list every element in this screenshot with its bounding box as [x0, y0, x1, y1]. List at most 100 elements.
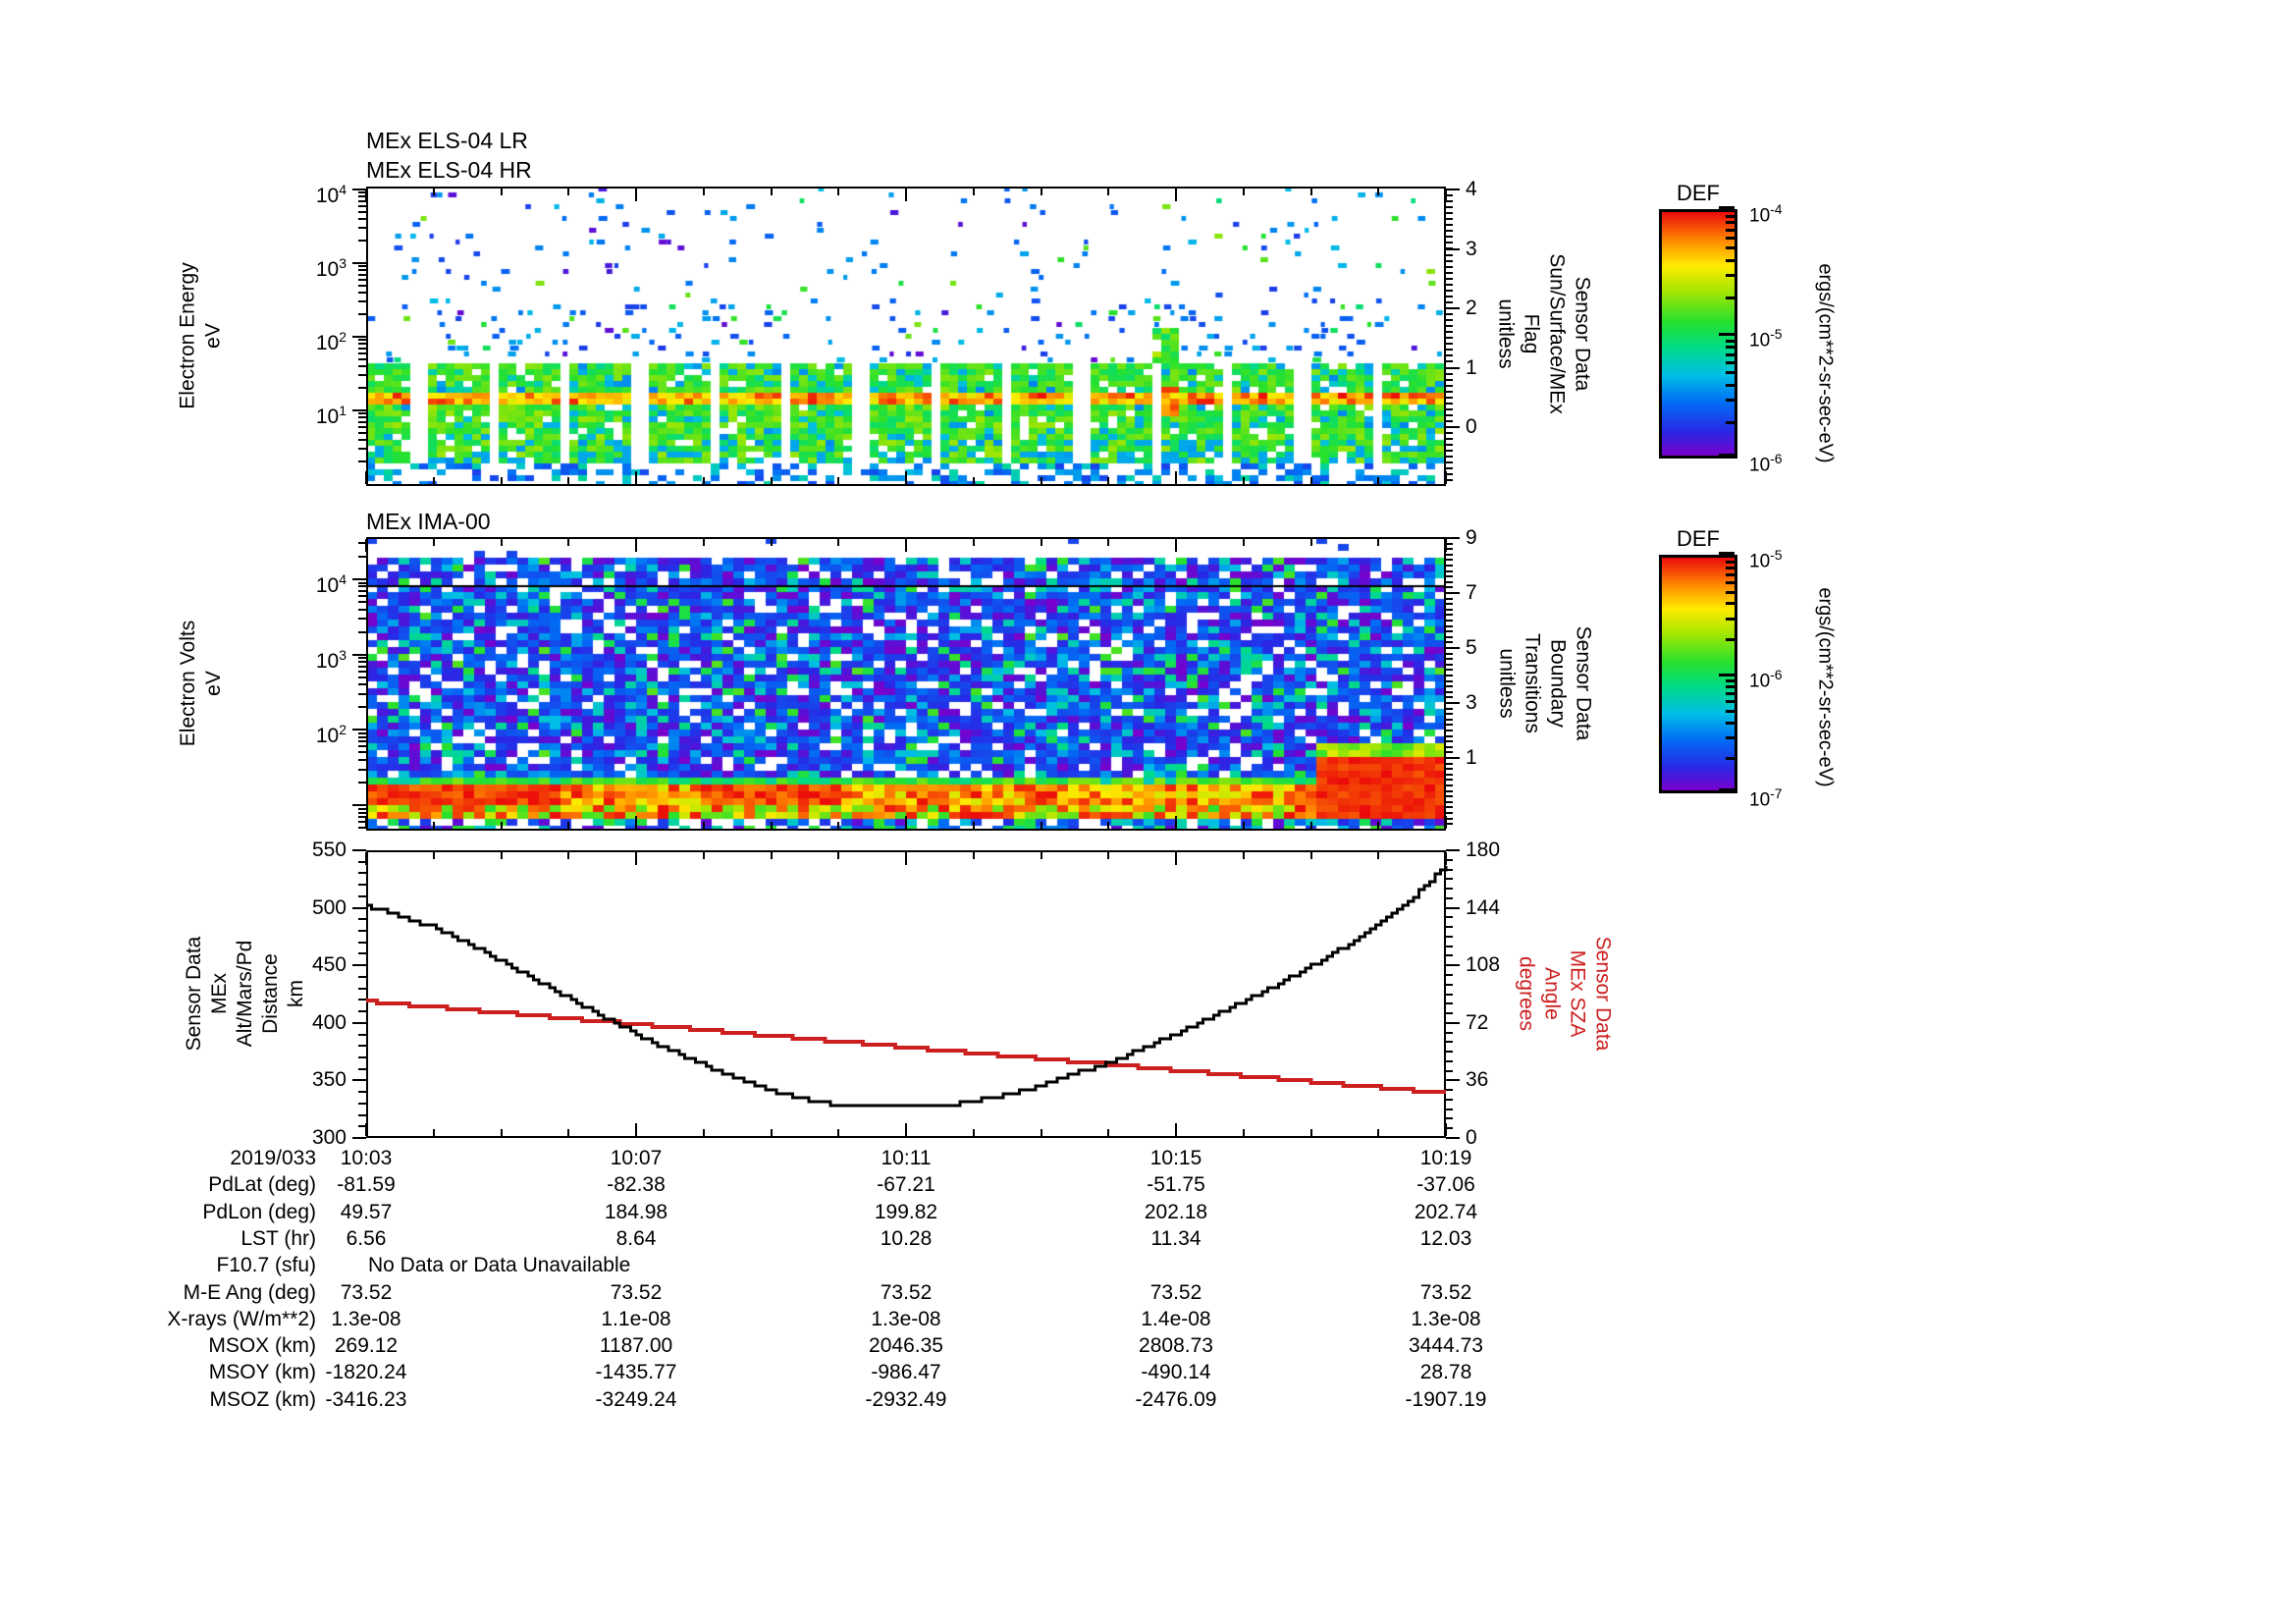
tick-mark	[358, 661, 366, 664]
tick-mark	[365, 539, 367, 552]
tick-mark	[1446, 680, 1453, 682]
tick-mark	[1726, 259, 1735, 262]
tick-mark	[1446, 272, 1453, 274]
tick-mark	[1446, 614, 1453, 616]
tick-mark	[358, 412, 366, 415]
tick-mark	[1446, 994, 1453, 996]
tick-mark	[365, 1123, 367, 1136]
tick-mark	[1446, 570, 1453, 572]
table-cell: -2476.09	[1135, 1387, 1217, 1411]
tick-mark	[1446, 230, 1453, 232]
tick-mark	[1726, 561, 1735, 564]
table-cell: -986.47	[871, 1361, 941, 1384]
tick-mark	[358, 542, 366, 545]
tick-mark	[358, 706, 366, 709]
table-cell: -1907.19	[1405, 1387, 1487, 1411]
tick-mark	[358, 918, 366, 920]
tick-mark	[358, 964, 366, 966]
tick-mark	[352, 189, 366, 190]
tick-mark	[1446, 278, 1453, 280]
tick-mark	[433, 189, 435, 195]
tick-mark	[1310, 822, 1312, 829]
tick-mark	[1446, 1022, 1453, 1024]
tick-mark	[1377, 189, 1379, 195]
tick-mark	[352, 578, 366, 580]
tick-mark	[1726, 722, 1735, 725]
tick-mark	[358, 683, 366, 686]
tick-mark	[1446, 708, 1453, 710]
tick-mark	[1310, 189, 1312, 195]
tick-mark	[1446, 414, 1453, 416]
tick-mark	[365, 189, 367, 201]
tick-mark	[358, 618, 366, 621]
tick-mark	[352, 336, 366, 338]
altitude-line	[366, 866, 1448, 1108]
tick-mark	[905, 1123, 907, 1136]
tick-mark	[1446, 426, 1460, 428]
tick-mark	[1726, 591, 1735, 594]
tick-mark	[358, 861, 366, 863]
tick-mark	[635, 852, 637, 865]
tick-mark	[352, 804, 366, 807]
tick-mark	[1446, 746, 1453, 748]
table-cell: 2808.73	[1139, 1334, 1213, 1358]
tick-mark	[358, 601, 366, 604]
tick-mark	[1446, 936, 1453, 938]
tick-mark	[1446, 438, 1453, 440]
tick-mark	[973, 822, 975, 829]
tick-mark	[1446, 189, 1460, 190]
table-row-label: MSOY (km)	[208, 1361, 316, 1384]
table-cell: 73.52	[1149, 1280, 1202, 1304]
tick-mark	[567, 1129, 569, 1136]
tick-mark	[1446, 307, 1453, 309]
tick-mark	[1446, 946, 1453, 947]
tick-mark	[358, 692, 366, 695]
table-cell: 49.57	[340, 1200, 393, 1223]
tick-mark	[358, 387, 366, 390]
tick-mark	[1446, 790, 1453, 792]
tick-mark	[358, 431, 366, 434]
tick-mark	[1446, 385, 1453, 387]
tick-mark	[837, 539, 839, 546]
tick-mark	[1446, 559, 1453, 561]
tick-mark	[352, 1137, 366, 1139]
tick-mark	[1446, 1089, 1453, 1091]
tick-mark	[1726, 567, 1735, 569]
tick-mark	[358, 930, 366, 932]
tick-mark	[771, 539, 773, 546]
tick-mark	[358, 988, 366, 990]
table-cell: -51.75	[1147, 1173, 1205, 1197]
tick-mark	[1446, 586, 1453, 588]
tick-mark	[1446, 301, 1453, 303]
tick-mark	[1377, 477, 1379, 484]
tick-mark	[1446, 343, 1453, 345]
els-flag-tick-label: 1	[1466, 355, 1477, 379]
tick-mark	[1446, 625, 1453, 627]
table-cell: 1.3e-08	[1411, 1307, 1481, 1330]
tick-mark	[358, 438, 366, 441]
els-ytick-label: 101	[315, 403, 347, 428]
tick-mark	[1243, 852, 1245, 859]
tick-mark	[1446, 254, 1453, 256]
tick-mark	[1377, 822, 1379, 829]
tick-mark	[1446, 444, 1453, 446]
table-cell: 1187.00	[599, 1334, 673, 1358]
table-cell: -1820.24	[325, 1361, 407, 1384]
ima-ytick-label: 102	[315, 722, 347, 748]
colorbar1-unit: ergs/(cm**2-sr-sec-eV)	[1757, 187, 1895, 540]
tick-mark	[1446, 757, 1460, 759]
tick-mark	[358, 1056, 366, 1058]
tick-mark	[1446, 391, 1453, 393]
alt-tick-label: 300	[311, 1126, 347, 1149]
table-row-label: X-rays (W/m**2)	[167, 1307, 316, 1330]
tick-mark	[1719, 333, 1735, 336]
tick-mark	[1446, 888, 1453, 890]
table-row-label: F10.7 (sfu)	[216, 1254, 316, 1277]
ima-right-tick-label: 5	[1466, 636, 1477, 659]
tick-mark	[1726, 346, 1735, 349]
tick-mark	[1446, 784, 1453, 786]
els-title-hr: MEx ELS-04 HR	[366, 157, 532, 183]
tick-mark	[1446, 609, 1453, 611]
tick-mark	[1446, 379, 1453, 381]
tick-mark	[358, 460, 366, 463]
